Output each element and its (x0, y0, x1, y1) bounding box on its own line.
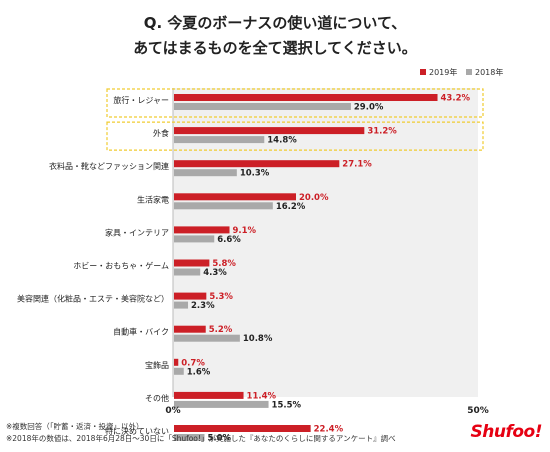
data-label-2018年-5: 4.3% (203, 268, 227, 278)
data-label-2018年-4: 6.6% (217, 235, 241, 245)
chart-title-line1: Q. 今夏のボーナスの使い道について、 (143, 14, 407, 32)
data-label-2019年-10: 22.4% (314, 425, 344, 435)
bar-2019年-2 (174, 160, 340, 168)
data-label-2019年-3: 20.0% (299, 193, 329, 203)
footnote-2018-source: ※2018年の数値は、2018年6月28日～30日に「Shufoo!」が実施した… (6, 434, 396, 443)
bar-2018年-8 (174, 367, 184, 375)
data-label-2019年-9: 11.4% (247, 391, 277, 401)
category-label-5: ホビー・おもちゃ・ゲーム (73, 261, 169, 271)
data-label-2018年-10: 5.0% (208, 434, 232, 444)
bar-2019年-4 (174, 226, 230, 234)
bar-2018年-10 (174, 434, 205, 441)
data-label-2019年-1: 31.2% (367, 127, 397, 137)
bar-2019年-1 (174, 127, 365, 135)
highlight-box-0 (106, 88, 484, 118)
category-label-8: 宝飾品 (145, 360, 169, 370)
category-label-9: その他 (145, 393, 169, 403)
bar-2019年-8 (174, 358, 179, 366)
data-label-2019年-2: 27.1% (342, 160, 372, 170)
data-label-2018年-9: 15.5% (272, 400, 302, 410)
data-label-2018年-3: 16.2% (276, 202, 306, 212)
category-label-6: 美容関連（化粧品・エステ・美容院など） (17, 294, 169, 304)
category-label-0: 旅行・レジャー (113, 95, 169, 105)
bar-2019年-0 (174, 94, 438, 101)
bar-2019年-3 (174, 193, 296, 201)
bar-2018年-2 (174, 169, 237, 177)
bar-2018年-5 (174, 268, 201, 276)
bar-2019年-9 (174, 391, 244, 399)
data-label-2019年-0: 43.2% (441, 94, 471, 104)
bar-2019年-7 (174, 325, 206, 333)
data-label-2019年-5: 5.8% (212, 259, 236, 269)
data-label-2019年-6: 5.3% (209, 292, 233, 302)
bar-2018年-7 (174, 334, 240, 342)
category-label-3: 生活家電 (137, 194, 169, 204)
data-label-2019年-8: 0.7% (181, 358, 205, 368)
category-label-1: 外食 (153, 128, 169, 138)
data-label-2018年-1: 14.8% (267, 136, 297, 146)
bar-2018年-9 (174, 400, 269, 408)
shufoo-logo: Shufoo! (470, 422, 543, 442)
bar-2019年-5 (174, 259, 210, 267)
category-label-2: 衣料品・靴などファッション関連 (49, 161, 169, 171)
x-tick-label-1: 50% (467, 406, 489, 416)
bar-2018年-0 (174, 103, 351, 110)
category-label-7: 自動車・バイク (113, 327, 169, 337)
data-label-2018年-2: 10.3% (240, 169, 270, 179)
legend-label-2018年: 2018年 (475, 67, 503, 77)
bar-2018年-1 (174, 136, 265, 144)
category-label-4: 家具・インテリア (105, 227, 169, 237)
data-label-2018年-7: 10.8% (243, 334, 273, 344)
bar-2019年-6 (174, 292, 207, 300)
data-label-2019年-4: 9.1% (233, 226, 257, 236)
footnote-multiple-answers: ※複数回答（「貯蓄・返済・投資」以外） (6, 422, 144, 431)
data-label-2018年-8: 1.6% (187, 367, 211, 377)
chart-title-line2: あてはまるものを全て選択してください。 (133, 39, 417, 57)
highlight-box-1 (106, 121, 484, 151)
legend-swatch-2018年 (466, 69, 472, 75)
bar-2019年-10 (174, 425, 311, 432)
category-label-10: 特に決めていない (105, 426, 169, 436)
legend-swatch-2019年 (420, 69, 426, 75)
data-label-2018年-0: 29.0% (354, 103, 384, 113)
bar-2018年-6 (174, 301, 189, 309)
x-tick-label-0: 0% (165, 406, 180, 416)
bar-2018年-3 (174, 202, 273, 210)
data-label-2019年-7: 5.2% (209, 325, 233, 335)
legend-label-2019年: 2019年 (429, 67, 457, 77)
bar-2018年-4 (174, 235, 215, 243)
data-label-2018年-6: 2.3% (191, 301, 215, 311)
